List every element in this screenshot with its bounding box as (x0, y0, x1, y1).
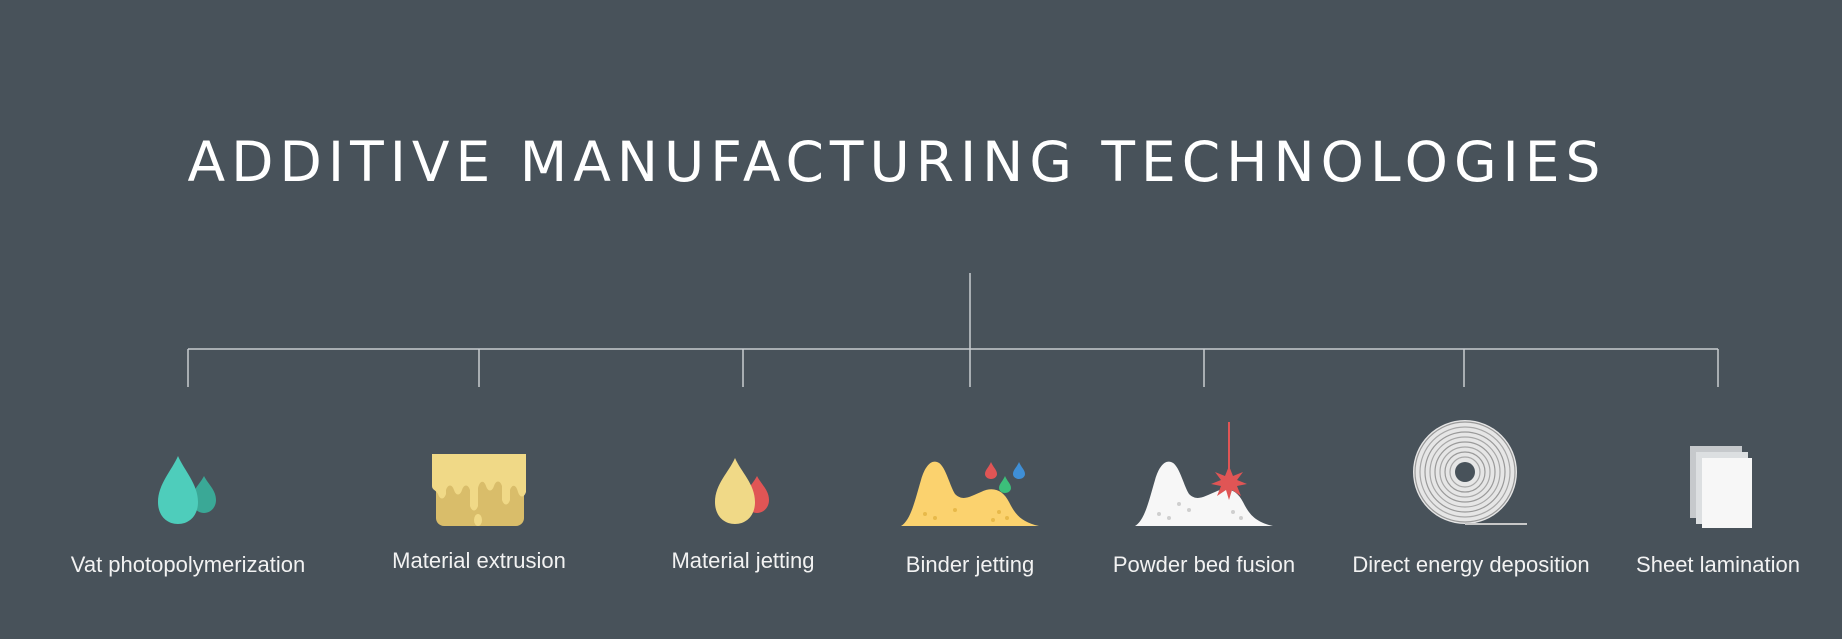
page-title: ADDITIVE MANUFACTURING TECHNOLOGIES (187, 130, 1607, 194)
extruded-block-icon (349, 420, 609, 530)
technology-label: Powder bed fusion (1112, 552, 1296, 577)
powder-with-binder-icon (840, 420, 1100, 530)
technology-label: Direct energy deposition (1352, 552, 1590, 577)
technology-material-extrusion: Material extrusion (349, 420, 609, 574)
technology-vat-photopolymerization: Vat photopolymerization (58, 420, 318, 578)
technology-label: Sheet lamination (1636, 552, 1800, 577)
technology-label: Material extrusion (392, 548, 566, 573)
jetting-drops-icon (613, 420, 873, 530)
powder-laser-icon (1074, 420, 1334, 530)
technology-sheet-lamination: Sheet lamination (1588, 420, 1842, 578)
technology-label: Binder jetting (905, 552, 1035, 577)
technology-label: Material jetting (671, 548, 815, 573)
technology-material-jetting: Material jetting (613, 420, 873, 574)
technology-binder-jetting: Binder jetting (840, 420, 1100, 578)
technology-label: Vat photopolymerization (70, 552, 306, 577)
technology-powder-bed-fusion: Powder bed fusion (1074, 420, 1334, 578)
sheet-stack-icon (1588, 420, 1842, 530)
resin-drops-icon (58, 420, 318, 530)
technology-direct-energy-deposition: Direct energy deposition (1341, 420, 1601, 578)
wire-spool-icon (1341, 420, 1601, 530)
